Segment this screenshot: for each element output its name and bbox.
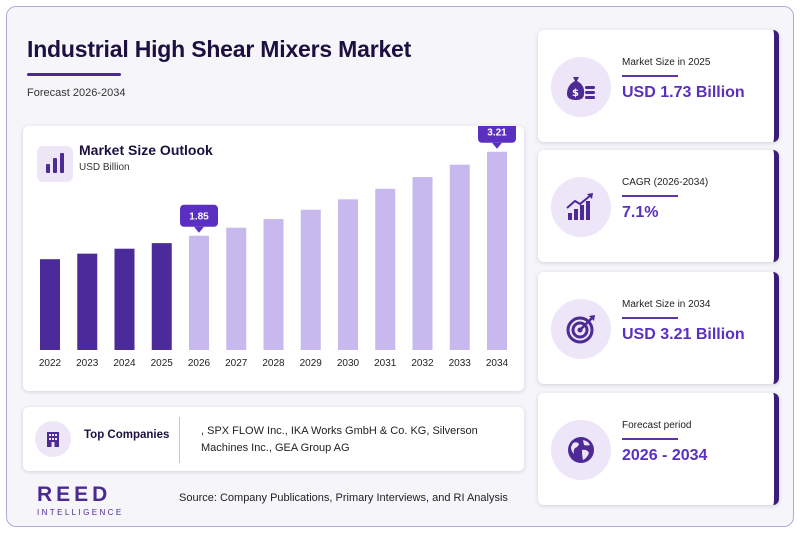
svg-text:1.85: 1.85 bbox=[189, 212, 209, 223]
top-companies-list: , SPX FLOW Inc., IKA Works GmbH & Co. KG… bbox=[201, 425, 478, 454]
stat-card-cagr: CAGR (2026-2034) 7.1% bbox=[538, 150, 779, 262]
stat-value: USD 3.21 Billion bbox=[622, 326, 745, 343]
chart-card: Market Size Outlook USD Billion 2022 2023… bbox=[23, 126, 524, 391]
globe-icon bbox=[551, 420, 611, 480]
bar-2026 bbox=[189, 235, 209, 350]
stat-value: 2026 - 2034 bbox=[622, 447, 708, 464]
stat-label: CAGR (2026-2034) bbox=[622, 177, 709, 188]
page-subtitle: Forecast 2026-2034 bbox=[27, 87, 126, 99]
stat-underline bbox=[622, 438, 678, 440]
x-tick-label: 2032 bbox=[411, 358, 434, 369]
x-tick-label: 2031 bbox=[374, 358, 397, 369]
bar-2027 bbox=[226, 227, 247, 350]
building-icon bbox=[35, 421, 71, 457]
brand-logo: REED INTELLIGENCE bbox=[37, 483, 124, 517]
bar-2033 bbox=[449, 164, 470, 350]
x-tick-label: 2026 bbox=[188, 358, 211, 369]
x-tick-label: 2027 bbox=[225, 358, 248, 369]
bar-chart-icon bbox=[37, 146, 73, 182]
stat-label: Forecast period bbox=[622, 420, 692, 431]
source-note: Source: Company Publications, Primary In… bbox=[179, 492, 508, 504]
bar-2024 bbox=[114, 248, 135, 350]
title-underline bbox=[27, 73, 121, 76]
x-tick-label: 2023 bbox=[76, 358, 99, 369]
x-tick-label: 2029 bbox=[300, 358, 323, 369]
bar-2028 bbox=[263, 219, 284, 350]
bar-2025 bbox=[151, 243, 172, 350]
stat-underline bbox=[622, 317, 678, 319]
chart-unit: USD Billion bbox=[79, 162, 130, 173]
stat-card-forecast-period: Forecast period 2026 - 2034 bbox=[538, 393, 779, 505]
stat-label: Market Size in 2034 bbox=[622, 299, 711, 310]
growth-chart-icon bbox=[551, 177, 611, 237]
x-tick-label: 2034 bbox=[486, 358, 509, 369]
stat-value: USD 1.73 Billion bbox=[622, 84, 745, 101]
bar-2022 bbox=[40, 259, 60, 350]
divider bbox=[179, 417, 180, 463]
x-tick-label: 2025 bbox=[151, 358, 174, 369]
logo-sub-text: INTELLIGENCE bbox=[37, 508, 124, 517]
page-title: Industrial High Shear Mixers Market bbox=[27, 36, 412, 62]
top-companies-card: Top Companies , SPX FLOW Inc., IKA Works… bbox=[23, 407, 524, 471]
x-tick-label: 2033 bbox=[449, 358, 472, 369]
svg-text:$: $ bbox=[572, 88, 579, 99]
logo-main-text: REED bbox=[37, 483, 112, 506]
target-icon bbox=[551, 299, 611, 359]
callout-2034: 3.21 bbox=[478, 126, 516, 149]
callout-2026: 1.85 bbox=[180, 204, 218, 233]
stat-card-market-size-2025: $ Market Size in 2025 USD 1.73 Billion bbox=[538, 30, 779, 142]
bar-2034 bbox=[487, 151, 507, 350]
stat-value: 7.1% bbox=[622, 204, 659, 221]
top-companies-label: Top Companies bbox=[84, 429, 170, 441]
x-tick-label: 2028 bbox=[262, 358, 285, 369]
bar-2030 bbox=[338, 199, 358, 350]
x-tick-label: 2022 bbox=[39, 358, 62, 369]
svg-text:3.21: 3.21 bbox=[487, 128, 507, 139]
stat-underline bbox=[622, 75, 678, 77]
x-tick-label: 2024 bbox=[113, 358, 136, 369]
stat-underline bbox=[622, 195, 678, 197]
stat-label: Market Size in 2025 bbox=[622, 57, 711, 68]
bar-2029 bbox=[300, 209, 321, 350]
stat-card-market-size-2034: Market Size in 2034 USD 3.21 Billion bbox=[538, 272, 779, 384]
money-bag-icon: $ bbox=[551, 57, 611, 117]
bar-2023 bbox=[77, 253, 98, 350]
x-tick-label: 2030 bbox=[337, 358, 360, 369]
bar-chart: 2022 2023 2024 2025 2026 2027 2028 2029 2030 2031… bbox=[39, 126, 516, 369]
bar-2032 bbox=[412, 177, 433, 350]
chart-title: Market Size Outlook bbox=[79, 142, 213, 158]
bar-2031 bbox=[375, 188, 396, 350]
